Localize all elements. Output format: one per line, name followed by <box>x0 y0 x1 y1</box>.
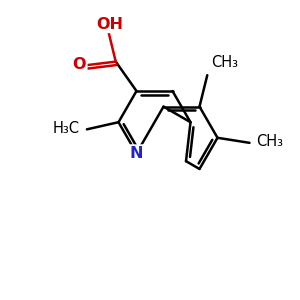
Text: OH: OH <box>96 16 123 32</box>
Text: H₃C: H₃C <box>53 121 80 136</box>
Text: N: N <box>130 146 143 161</box>
Text: CH₃: CH₃ <box>256 134 284 149</box>
Text: O: O <box>73 57 86 72</box>
Text: CH₃: CH₃ <box>211 55 238 70</box>
